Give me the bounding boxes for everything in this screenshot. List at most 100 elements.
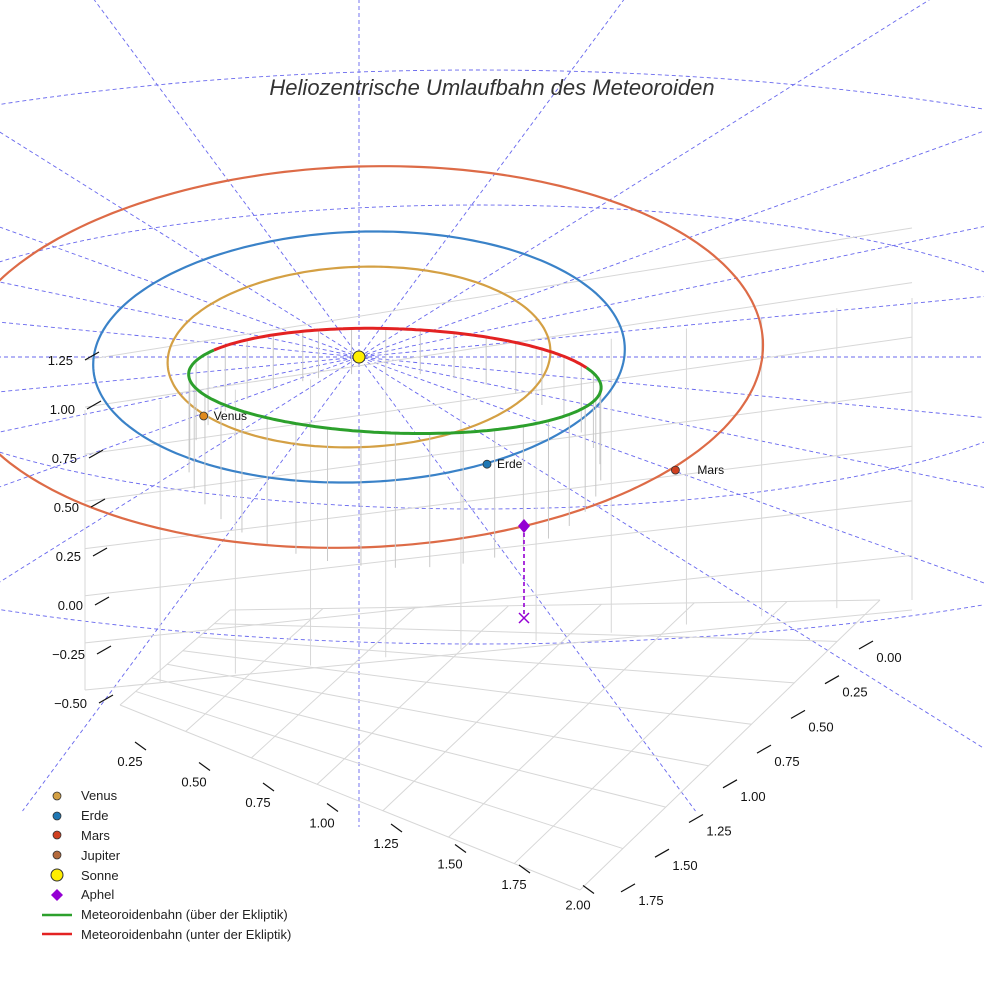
grid-line bbox=[185, 608, 324, 732]
sun-marker bbox=[352, 350, 366, 364]
z-tick-label: 1.25 bbox=[48, 353, 73, 368]
grid-line bbox=[84, 227, 913, 361]
orbit-venus bbox=[166, 265, 552, 449]
meteoroid-orbit-below bbox=[213, 328, 319, 352]
x-tick bbox=[390, 823, 403, 833]
legend-label: Aphel bbox=[81, 887, 115, 903]
x-tick-label: 1.50 bbox=[437, 857, 462, 872]
y-tick bbox=[688, 813, 704, 824]
legend-label: Meteoroidenbahn (unter der Ekliptik) bbox=[81, 926, 292, 942]
orbit-erde bbox=[92, 230, 626, 484]
legend-item[interactable]: Aphel bbox=[40, 885, 291, 905]
planet-marker-venus bbox=[199, 411, 209, 421]
grid-line bbox=[448, 602, 695, 838]
legend-symbol-icon bbox=[40, 912, 74, 918]
legend-item[interactable]: Sonne bbox=[40, 865, 291, 885]
grid-line bbox=[182, 650, 752, 725]
meteoroid-orbit bbox=[187, 326, 603, 435]
z-tick-label: 0.75 bbox=[52, 451, 77, 466]
x-tick-label: 1.75 bbox=[501, 877, 526, 892]
x-tick-label: 0.25 bbox=[117, 754, 142, 769]
aphel-projection-marker bbox=[518, 612, 530, 624]
legend-symbol-icon bbox=[40, 868, 74, 882]
grid-line bbox=[84, 609, 913, 691]
ref-line bbox=[22, 0, 625, 812]
grid-line bbox=[382, 603, 602, 812]
z-tick bbox=[98, 694, 114, 704]
legend-label: Mars bbox=[81, 827, 110, 843]
grid-line bbox=[167, 663, 709, 767]
grid-line bbox=[84, 500, 913, 597]
z-tick bbox=[94, 596, 110, 606]
x-tick-label: 0.50 bbox=[181, 775, 206, 790]
grid-line bbox=[229, 599, 881, 611]
planet-marker-erde bbox=[482, 459, 492, 469]
legend-item[interactable]: Meteoroidenbahn (unter der Ekliptik) bbox=[40, 925, 291, 945]
planet-marker-mars bbox=[671, 465, 680, 475]
y-tick bbox=[790, 709, 806, 719]
legend-item[interactable]: Erde bbox=[40, 806, 291, 826]
legend-label: Sonne bbox=[81, 867, 119, 883]
axis-grid bbox=[84, 227, 913, 891]
x-tick bbox=[454, 844, 467, 853]
grid-line bbox=[84, 445, 913, 550]
ref-ellipse bbox=[0, 204, 984, 510]
y-tick-label: 1.50 bbox=[672, 858, 697, 873]
z-tick-label: −0.50 bbox=[54, 696, 87, 711]
z-tick bbox=[84, 351, 100, 361]
grid-line bbox=[316, 605, 509, 785]
legend: Venus Erde Mars Jupiter Sonne Aphel Meteoroide… bbox=[40, 786, 291, 944]
legend-item[interactable]: Meteoroidenbahn (über der Ekliptik) bbox=[40, 905, 291, 925]
y-tick-label: 1.75 bbox=[638, 893, 663, 908]
z-tick-label: 1.00 bbox=[50, 402, 75, 417]
z-tick-label: 0.50 bbox=[54, 500, 79, 515]
y-tick-label: 0.75 bbox=[774, 754, 799, 769]
grid-line bbox=[84, 391, 913, 502]
y-tick bbox=[722, 779, 738, 789]
planet-orbits bbox=[0, 165, 765, 549]
grid-line bbox=[579, 599, 881, 891]
ref-line bbox=[93, 0, 696, 812]
planet-label-erde: Erde bbox=[497, 457, 523, 471]
grid-line bbox=[84, 336, 913, 455]
y-tick bbox=[858, 640, 874, 650]
body-markers: Venus Erde Mars bbox=[199, 350, 724, 624]
y-tick-label: 0.00 bbox=[876, 650, 901, 665]
ref-line bbox=[0, 130, 984, 488]
y-tick bbox=[756, 744, 772, 754]
legend-symbol-icon bbox=[40, 888, 74, 902]
meteoroid-orbit-above bbox=[187, 348, 603, 435]
grid-line bbox=[135, 690, 624, 850]
x-tick-label: 2.00 bbox=[565, 898, 590, 913]
axis-ticks: 1.25 1.00 0.75 0.50 0.25 0.00 −0.25 −0.50 0.25 0.… bbox=[48, 351, 902, 913]
y-tick bbox=[824, 675, 840, 685]
x-tick bbox=[582, 885, 595, 894]
z-tick bbox=[96, 645, 112, 655]
legend-item[interactable]: Mars bbox=[40, 826, 291, 846]
y-tick bbox=[654, 848, 670, 858]
grid-line bbox=[84, 282, 913, 408]
grid-line bbox=[198, 636, 795, 684]
meteoroid-drop-lines bbox=[188, 328, 602, 568]
z-tick bbox=[90, 498, 106, 508]
orbit-mars bbox=[0, 165, 765, 549]
ref-ellipse bbox=[0, 69, 984, 645]
legend-symbol-icon bbox=[40, 829, 74, 841]
grid-line bbox=[119, 609, 231, 706]
legend-symbol-icon bbox=[40, 810, 74, 822]
grid-line bbox=[513, 601, 788, 864]
legend-item[interactable]: Jupiter bbox=[40, 845, 291, 865]
grid-line bbox=[251, 606, 417, 759]
chart-title: Heliozentrische Umlaufbahn des Meteoroid… bbox=[269, 75, 714, 100]
x-tick-label: 1.00 bbox=[309, 816, 334, 831]
aphel-marker bbox=[518, 519, 530, 533]
z-tick bbox=[92, 547, 108, 557]
y-tick-label: 1.25 bbox=[706, 824, 731, 839]
x-tick-label: 1.25 bbox=[373, 836, 398, 851]
legend-item[interactable]: Venus bbox=[40, 786, 291, 806]
grid-line bbox=[84, 554, 913, 644]
y-tick bbox=[620, 883, 636, 893]
x-tick bbox=[262, 782, 275, 792]
legend-label: Meteoroidenbahn (über der Ekliptik) bbox=[81, 907, 288, 923]
